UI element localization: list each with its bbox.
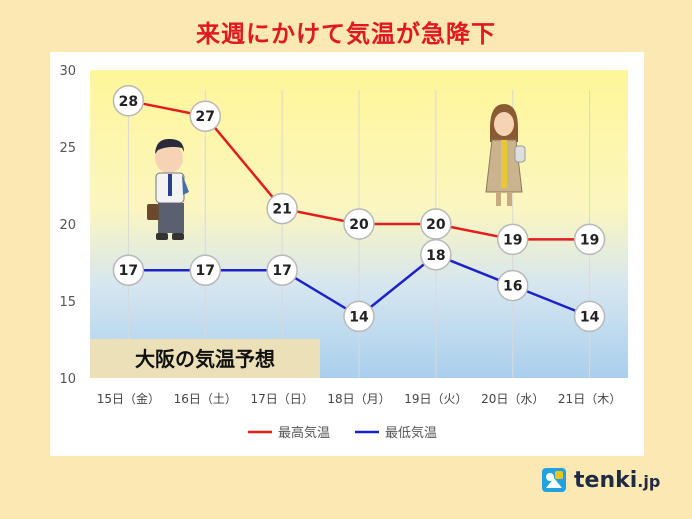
data-point <box>266 192 298 225</box>
y-tick-label: 15 <box>59 295 76 310</box>
x-tick-label: 20日（水） <box>481 392 544 406</box>
y-tick-label: 10 <box>59 372 76 387</box>
data-point <box>573 223 606 256</box>
data-label: 17 <box>272 263 291 279</box>
data-point <box>573 300 606 333</box>
x-tick-label: 21日（木） <box>558 392 621 406</box>
legend-label: 最高気温 <box>278 425 330 441</box>
x-tick-label: 17日（日） <box>251 392 314 406</box>
subtitle-box <box>90 339 320 378</box>
data-label: 21 <box>272 202 291 218</box>
x-tick-label: 15日（金） <box>97 391 160 406</box>
legend-label: 最低気温 <box>385 425 437 441</box>
data-label: 19 <box>580 232 599 248</box>
data-label: 14 <box>349 309 369 325</box>
data-point <box>420 239 452 271</box>
tenki-logo-text: tenki.jp <box>574 468 660 493</box>
y-tick-label: 20 <box>59 218 76 233</box>
subtitle-text: 大阪の気温予想 <box>135 347 275 371</box>
brand-suffix: .jp <box>637 471 661 491</box>
x-tick-label: 18日（月） <box>327 392 390 406</box>
data-label: 20 <box>349 217 369 233</box>
businessman-illustration <box>147 138 189 240</box>
data-label: 16 <box>503 279 522 295</box>
data-point <box>189 254 222 286</box>
data-label: 28 <box>119 94 138 110</box>
data-point <box>112 254 145 286</box>
data-point <box>496 223 529 256</box>
woman-illustration <box>485 104 526 206</box>
brand-name: tenki <box>574 467 638 493</box>
data-point <box>496 269 529 302</box>
x-tick-label: 16日（土） <box>174 392 237 406</box>
data-point <box>266 254 298 286</box>
data-point <box>343 208 375 240</box>
data-point <box>343 300 375 333</box>
y-tick-label: 25 <box>59 141 76 156</box>
data-label: 19 <box>503 232 522 248</box>
data-point <box>112 85 145 117</box>
x-tick-label: 19日（火） <box>404 392 467 406</box>
data-label: 18 <box>426 248 445 264</box>
tenki-logo-icon <box>542 468 566 492</box>
data-label: 17 <box>119 263 138 279</box>
data-label: 20 <box>426 217 446 233</box>
data-label: 27 <box>196 109 215 125</box>
data-label: 14 <box>580 309 600 325</box>
chart-title: 来週にかけて気温が急降下 <box>196 20 496 48</box>
y-tick-label: 30 <box>59 64 76 79</box>
data-point <box>420 208 452 240</box>
tenki-logo: tenki.jp <box>540 464 660 496</box>
data-label: 17 <box>196 263 215 279</box>
data-point <box>189 100 222 132</box>
